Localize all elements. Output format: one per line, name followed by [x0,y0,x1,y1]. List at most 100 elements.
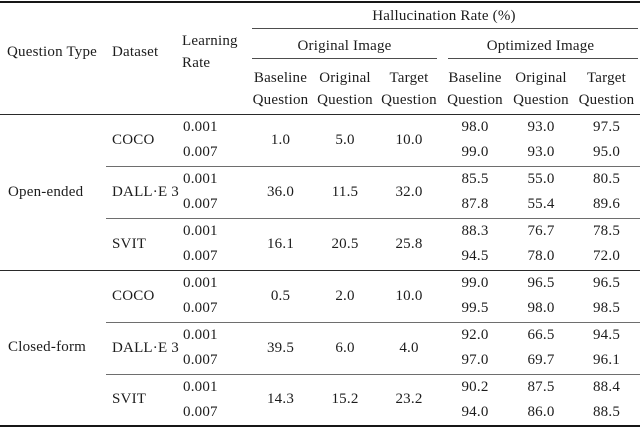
header-row-top: Question Type Dataset Learning Rate Hall… [0,2,640,115]
learning-rate-cell: 0.007 [183,404,218,420]
value-cell: 80.5 [573,165,640,192]
question-type-cell: Closed-form [0,269,106,426]
value-cell: 66.5 [509,321,573,348]
dataset-cell: DALL·E 3 [106,321,179,374]
learning-rate-cell: 0.007 [183,196,218,213]
learning-rate-cell: 0.001 [174,217,248,244]
table-row-closed-dalle-lr1: DALL·E 3 0.001 39.5 6.0 4.0 92.0 66.5 94… [0,321,640,374]
value-cell: 93.0 [527,144,555,161]
dataset-cell: COCO [106,269,174,322]
subcol-line1: Original [319,69,371,86]
table-row-open-svit-lr2: 0.007 94.5 78.0 72.0 [0,244,640,270]
value-cell: 69.7 [527,352,555,369]
value-cell: 94.0 [461,404,489,420]
subcol-line2: Question [447,91,503,108]
subcol-line1: Baseline [253,69,308,86]
cmidrule-optimized-image [448,58,638,59]
value-cell: 86.0 [527,404,555,420]
value-cell: 88.4 [573,373,640,400]
table-row-open-coco-lr2: 0.007 99.0 93.0 95.0 [0,140,640,166]
question-type-cell: Open-ended [0,114,106,271]
learning-rate-cell: 0.001 [174,165,248,192]
learning-rate-line1: Learning [182,33,238,50]
value-cell: 96.1 [592,352,621,369]
value-cell: 78.5 [573,217,640,244]
value-cell: 20.5 [313,217,377,270]
value-cell: 10.0 [377,269,441,322]
value-cell: 78.0 [527,248,555,265]
value-cell: 2.0 [313,269,377,322]
col-header-hallucination-rate: Hallucination Rate (%) [248,2,640,29]
col-header-question-type: Question Type [0,2,106,115]
value-cell: 55.4 [527,196,555,213]
header-row-subcolumns: Baseline Question Original Question Targ… [0,59,640,115]
dataset-cell: SVIT [106,217,174,270]
value-cell: 16.1 [248,217,313,270]
learning-rate-cell: 0.007 [183,248,218,265]
value-cell: 25.8 [377,217,441,270]
dataset-cell: SVIT [106,373,174,426]
learning-rate-cell: 0.007 [183,144,218,161]
col-header-original-image: Original Image [248,29,441,59]
table-body: Open-ended COCO 0.001 1.0 5.0 10.0 98.0 … [0,114,640,426]
col-header-learning-rate: Learning Rate [174,2,248,115]
value-cell: 76.7 [509,217,573,244]
dataset-cell: COCO [112,131,155,148]
value-cell: 14.3 [248,373,313,426]
col-header-orig-target-question: Target Question [377,59,441,115]
learning-rate-cell: 0.001 [183,118,218,135]
value-cell: 98.5 [592,300,621,317]
value-cell: 6.0 [313,321,377,374]
hallucination-rate-label: Hallucination Rate (%) [372,7,516,24]
learning-rate-cell: 0.001 [174,373,248,400]
cmidrule-hallucination [252,28,638,29]
subcol-line1: Target [586,69,627,86]
dataset-cell: DALL·E 3 [106,165,179,218]
subcol-line2: Question [381,91,437,108]
table-header: Question Type Dataset Learning Rate Hall… [0,2,640,115]
learning-rate-cell: 0.001 [174,269,248,296]
subcol-line1: Original [515,69,567,86]
col-header-opt-original-question: Original Question [509,59,573,115]
table-row-open-coco-lr1: Open-ended COCO 0.001 1.0 5.0 10.0 98.0 … [0,114,640,271]
value-cell: 98.0 [527,300,555,317]
learning-rate-cell: 0.007 [183,300,218,317]
learning-rate-cell: 0.007 [183,352,218,369]
value-cell: 0.5 [248,269,313,322]
value-cell: 96.5 [573,269,640,296]
value-cell: 90.2 [441,373,509,400]
value-cell: 36.0 [248,165,313,218]
value-cell: 1.0 [270,131,291,148]
value-cell: 95.0 [592,144,621,161]
subcol-line2: Question [252,91,309,108]
value-cell: 93.0 [527,118,555,135]
col-header-orig-baseline-question: Baseline Question [248,59,313,115]
learning-rate-line2: Rate [182,55,211,72]
value-cell: 99.0 [441,269,509,296]
table-row-open-svit-lr1: SVIT 0.001 16.1 20.5 25.8 88.3 76.7 78.5 [0,217,640,270]
value-cell: 98.0 [461,118,489,135]
subcol-line2: Question [513,91,569,108]
value-cell: 89.6 [592,196,621,213]
subcol-line1: Baseline [448,69,502,86]
subcol-line2: Question [317,91,373,108]
value-cell: 15.2 [313,373,377,426]
table-row-closed-coco-lr2: 0.007 99.5 98.0 98.5 [0,296,640,322]
subcol-line1: Target [389,69,429,86]
value-cell: 87.8 [461,196,489,213]
value-cell: 39.5 [248,321,313,374]
col-header-dataset: Dataset [106,2,174,115]
value-cell: 88.3 [441,217,509,244]
table-row-closed-dalle-lr2: 0.007 97.0 69.7 96.1 [0,348,640,374]
value-cell: 72.0 [592,248,621,265]
table-row-open-dalle-lr2: 0.007 87.8 55.4 89.6 [0,192,640,218]
value-cell: 99.0 [461,144,489,161]
value-cell: 55.0 [509,165,573,192]
value-cell: 97.0 [461,352,489,369]
table-row-closed-coco-lr1: Closed-form COCO 0.001 0.5 2.0 10.0 99.0… [0,269,640,426]
value-cell: 94.5 [461,248,489,265]
value-cell: 4.0 [377,321,441,374]
value-cell: 32.0 [377,165,441,218]
